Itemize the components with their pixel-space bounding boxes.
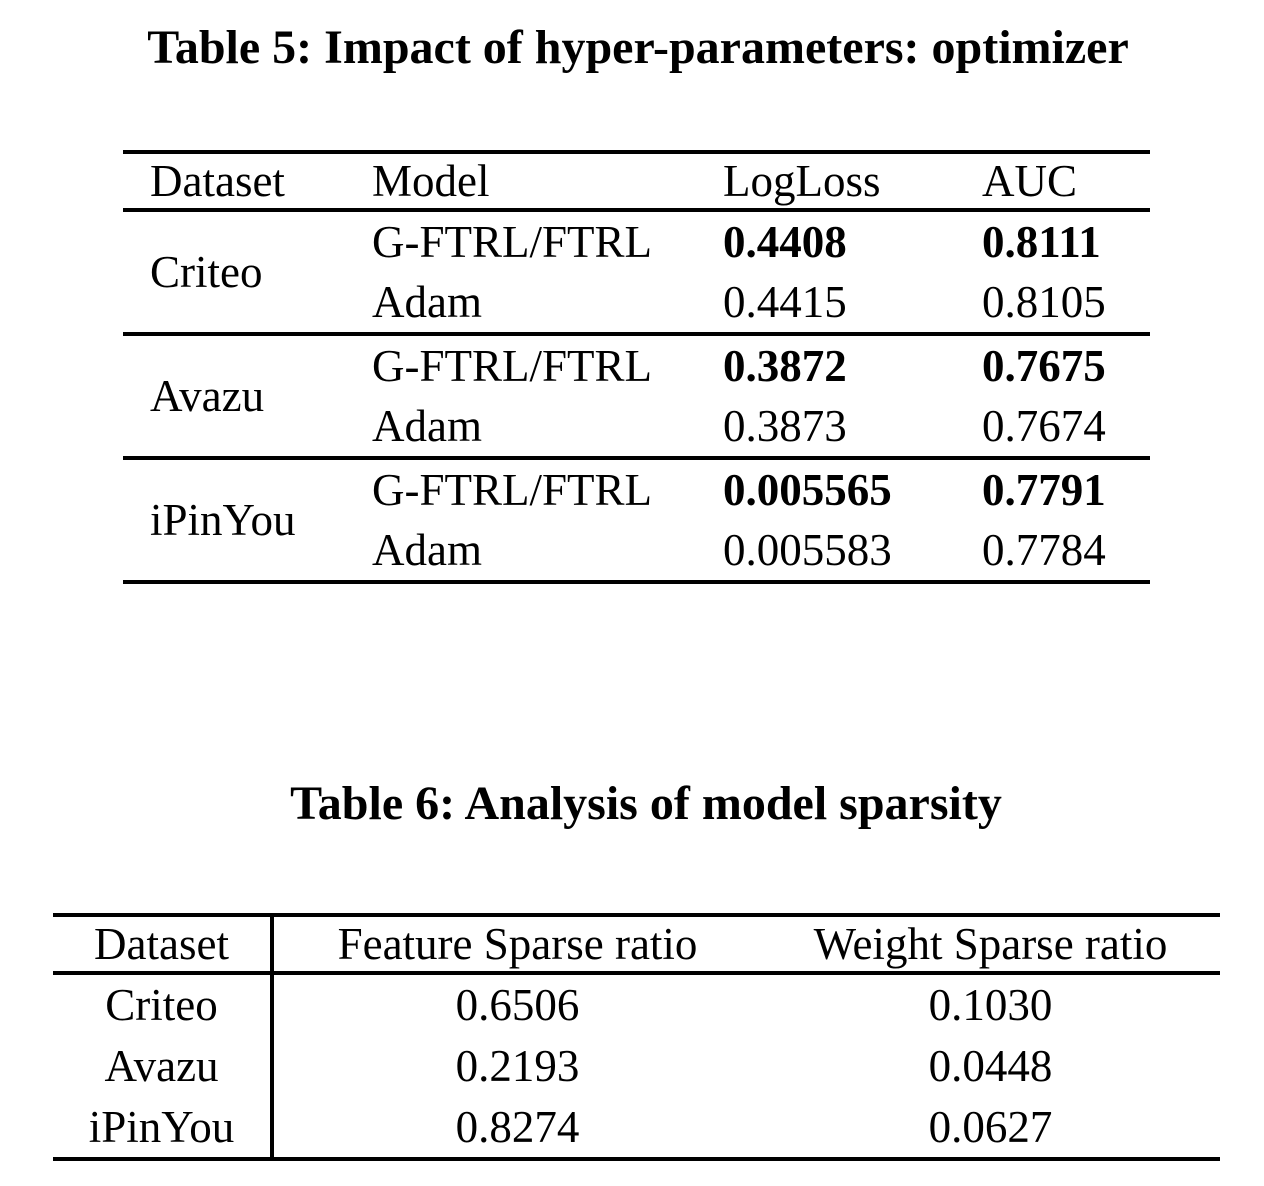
model-cell: Adam <box>372 277 482 327</box>
feature-sparse-ratio-cell: 0.8274 <box>455 1102 580 1152</box>
table-row: Adam 0.005583 0.7784 <box>123 520 1150 582</box>
logloss-cell: 0.3872 <box>723 341 847 391</box>
table-row: Adam 0.4415 0.8105 <box>123 272 1150 334</box>
table6-header-dataset: Dataset <box>53 915 274 973</box>
dataset-cell: Criteo <box>53 973 274 1035</box>
logloss-cell: 0.005583 <box>723 525 892 575</box>
table5-header-dataset: Dataset <box>150 156 285 206</box>
table5-header-row: Dataset Model LogLoss AUC <box>123 152 1150 210</box>
weight-sparse-ratio-cell: 0.1030 <box>928 980 1053 1030</box>
logloss-cell: 0.005565 <box>723 465 892 515</box>
model-cell: G-FTRL/FTRL <box>372 217 653 267</box>
dataset-cell: Avazu <box>53 1035 274 1097</box>
table-row: Adam 0.3873 0.7674 <box>123 396 1150 458</box>
table5: Dataset Model LogLoss AUC Criteo G-FTRL/… <box>123 150 1150 584</box>
table5-header-auc: AUC <box>982 156 1078 206</box>
table-row: iPinYou 0.8274 0.0627 <box>53 1097 1220 1159</box>
table5-group-criteo: Criteo G-FTRL/FTRL 0.4408 0.8111 Adam 0.… <box>123 210 1150 334</box>
table6: Dataset Feature Sparse ratio Weight Spar… <box>53 913 1220 1161</box>
auc-cell: 0.7791 <box>982 465 1106 515</box>
table-row: Criteo G-FTRL/FTRL 0.4408 0.8111 <box>123 210 1150 297</box>
logloss-cell: 0.3873 <box>723 401 847 451</box>
table-row: Avazu 0.2193 0.0448 <box>53 1035 1220 1097</box>
feature-sparse-ratio-cell: 0.2193 <box>455 1041 580 1091</box>
logloss-cell: 0.4408 <box>723 217 847 267</box>
table-row: iPinYou G-FTRL/FTRL 0.005565 0.7791 <box>123 458 1150 545</box>
table6-header-feature-sparse-ratio: Feature Sparse ratio <box>337 919 698 969</box>
auc-cell: 0.8105 <box>982 277 1106 327</box>
table5-header-logloss: LogLoss <box>723 156 881 206</box>
dataset-cell: iPinYou <box>53 1097 274 1159</box>
model-cell: G-FTRL/FTRL <box>372 341 653 391</box>
weight-sparse-ratio-cell: 0.0448 <box>928 1041 1053 1091</box>
table6-caption: Table 6: Analysis of model sparsity <box>290 777 1002 830</box>
table5-header-model: Model <box>372 156 490 206</box>
table5-group-avazu: Avazu G-FTRL/FTRL 0.3872 0.7675 Adam 0.3… <box>123 334 1150 458</box>
logloss-cell: 0.4415 <box>723 277 847 327</box>
model-cell: G-FTRL/FTRL <box>372 465 653 515</box>
auc-cell: 0.7784 <box>982 525 1106 575</box>
weight-sparse-ratio-cell: 0.0627 <box>928 1102 1053 1152</box>
model-cell: Adam <box>372 401 482 451</box>
table-row: Avazu G-FTRL/FTRL 0.3872 0.7675 <box>123 334 1150 421</box>
model-cell: Adam <box>372 525 482 575</box>
table-row: Criteo 0.6506 0.1030 <box>53 973 1220 1035</box>
table5-group-ipinyou: iPinYou G-FTRL/FTRL 0.005565 0.7791 Adam… <box>123 458 1150 582</box>
auc-cell: 0.7674 <box>982 401 1106 451</box>
auc-cell: 0.8111 <box>982 217 1101 267</box>
table6-header-weight-sparse-ratio: Weight Sparse ratio <box>813 919 1168 969</box>
feature-sparse-ratio-cell: 0.6506 <box>455 980 580 1030</box>
table6-header-row: Dataset Feature Sparse ratio Weight Spar… <box>53 915 1220 973</box>
auc-cell: 0.7675 <box>982 341 1106 391</box>
table5-caption: Table 5: Impact of hyper-parameters: opt… <box>147 21 1129 74</box>
dataset-cell: Criteo <box>150 247 263 297</box>
dataset-cell: iPinYou <box>150 495 296 545</box>
dataset-cell: Avazu <box>150 371 265 421</box>
